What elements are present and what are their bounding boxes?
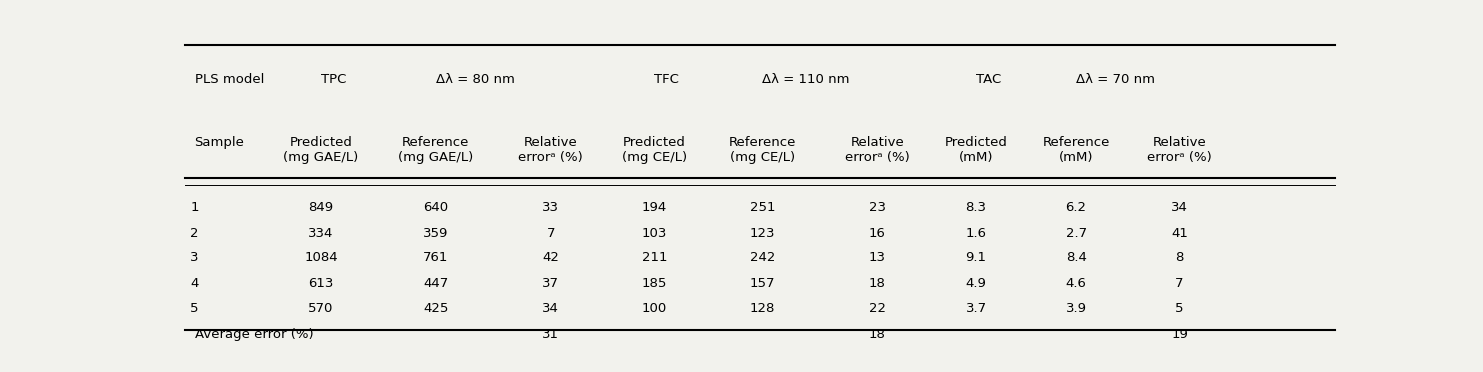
Text: 4.6: 4.6 [1066,277,1087,290]
Text: 8: 8 [1176,251,1183,264]
Text: Relative
errorᵃ (%): Relative errorᵃ (%) [1148,136,1212,164]
Text: PLS model: PLS model [194,73,264,86]
Text: 640: 640 [423,201,448,214]
Text: Sample: Sample [194,136,245,149]
Text: Relative
errorᵃ (%): Relative errorᵃ (%) [845,136,909,164]
Text: 8.3: 8.3 [965,201,986,214]
Text: 425: 425 [423,302,449,315]
Text: Reference
(mg GAE/L): Reference (mg GAE/L) [399,136,473,164]
Text: 22: 22 [869,302,885,315]
Text: 4.9: 4.9 [965,277,986,290]
Text: 41: 41 [1172,227,1188,240]
Text: 34: 34 [1172,201,1188,214]
Text: Δλ = 80 nm: Δλ = 80 nm [436,73,515,86]
Text: 6.2: 6.2 [1066,201,1087,214]
Text: 251: 251 [749,201,776,214]
Text: 849: 849 [308,201,334,214]
Text: 7: 7 [1176,277,1183,290]
Text: 613: 613 [308,277,334,290]
Text: 7: 7 [547,227,555,240]
Text: 16: 16 [869,227,885,240]
Text: 37: 37 [543,277,559,290]
Text: Predicted
(mg GAE/L): Predicted (mg GAE/L) [283,136,359,164]
Text: 8.4: 8.4 [1066,251,1087,264]
Text: 103: 103 [642,227,667,240]
Text: TPC: TPC [320,73,347,86]
Text: 18: 18 [869,277,885,290]
Text: 447: 447 [423,277,448,290]
Text: 1084: 1084 [304,251,338,264]
Text: 761: 761 [423,251,449,264]
Text: 3: 3 [190,251,199,264]
Text: 1: 1 [190,201,199,214]
Text: 359: 359 [423,227,449,240]
Text: Reference
(mM): Reference (mM) [1043,136,1109,164]
Text: TAC: TAC [976,73,1001,86]
Text: 5: 5 [1176,302,1183,315]
Text: 3.9: 3.9 [1066,302,1087,315]
Text: 123: 123 [749,227,776,240]
Text: 18: 18 [869,328,885,341]
Text: Δλ = 70 nm: Δλ = 70 nm [1077,73,1155,86]
Text: 33: 33 [543,201,559,214]
Text: 19: 19 [1172,328,1188,341]
Text: 34: 34 [543,302,559,315]
Text: 242: 242 [749,251,776,264]
Text: 4: 4 [190,277,199,290]
Text: 23: 23 [869,201,885,214]
Text: 128: 128 [749,302,776,315]
Text: 185: 185 [642,277,667,290]
Text: Average error (%): Average error (%) [194,328,313,341]
Text: Reference
(mg CE/L): Reference (mg CE/L) [728,136,796,164]
Text: Δλ = 110 nm: Δλ = 110 nm [762,73,850,86]
Text: 100: 100 [642,302,667,315]
Text: TFC: TFC [654,73,679,86]
Text: Predicted
(mg CE/L): Predicted (mg CE/L) [621,136,687,164]
Text: 211: 211 [642,251,667,264]
Text: 194: 194 [642,201,667,214]
Text: 3.7: 3.7 [965,302,986,315]
Text: 157: 157 [749,277,776,290]
Text: Predicted
(mM): Predicted (mM) [945,136,1007,164]
Text: 31: 31 [543,328,559,341]
Text: 570: 570 [308,302,334,315]
Text: 1.6: 1.6 [965,227,986,240]
Text: 9.1: 9.1 [965,251,986,264]
Text: 334: 334 [308,227,334,240]
Text: Relative
errorᵃ (%): Relative errorᵃ (%) [519,136,583,164]
Text: 13: 13 [869,251,885,264]
Text: 2.7: 2.7 [1066,227,1087,240]
Text: 42: 42 [543,251,559,264]
Text: 5: 5 [190,302,199,315]
Text: 2: 2 [190,227,199,240]
